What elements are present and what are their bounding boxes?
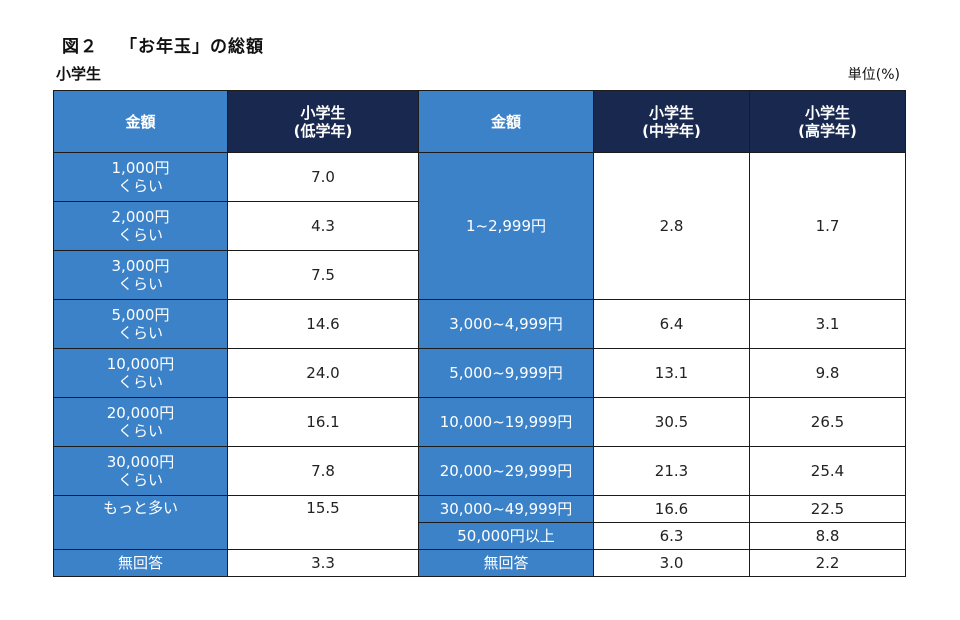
col-header-lower-grades: 小学生 (低学年) xyxy=(227,90,419,153)
upper-grade-value: 9.8 xyxy=(749,348,906,398)
right-row-label: 10,000~19,999円 xyxy=(418,397,594,447)
lower-grade-value: 7.8 xyxy=(227,446,419,496)
right-row-label: 5,000~9,999円 xyxy=(418,348,594,398)
right-row-label: 30,000~49,999円 xyxy=(418,495,594,523)
unit-label: 単位(%) xyxy=(847,67,900,83)
left-row-label: 5,000円 くらい xyxy=(53,299,228,349)
left-row-label: 1,000円 くらい xyxy=(53,152,228,202)
col-header-upper-grades: 小学生 (高学年) xyxy=(749,90,906,153)
lower-grade-value: 3.3 xyxy=(227,549,419,577)
lower-grade-value: 14.6 xyxy=(227,299,419,349)
upper-grade-value: 1.7 xyxy=(749,152,906,300)
left-row-label: 30,000円 くらい xyxy=(53,446,228,496)
lower-grade-value: 16.1 xyxy=(227,397,419,447)
left-row-label: 3,000円 くらい xyxy=(53,250,228,300)
left-row-label: 2,000円 くらい xyxy=(53,201,228,251)
right-row-label: 3,000~4,999円 xyxy=(418,299,594,349)
upper-grade-value: 25.4 xyxy=(749,446,906,496)
col-header-middle-grades: 小学生 (中学年) xyxy=(593,90,750,153)
table-subtitle: 小学生 xyxy=(56,65,102,83)
amount-table: 金額 小学生 (低学年) 金額 小学生 (中学年) 小学生 (高学年) 1,00… xyxy=(53,90,906,577)
lower-grade-value: 24.0 xyxy=(227,348,419,398)
lower-grade-value: 15.5 xyxy=(227,495,419,550)
left-row-label: もっと多い xyxy=(53,495,228,550)
right-row-label: 50,000円以上 xyxy=(418,522,594,550)
upper-grade-value: 3.1 xyxy=(749,299,906,349)
upper-grade-value: 22.5 xyxy=(749,495,906,523)
right-row-label: 20,000~29,999円 xyxy=(418,446,594,496)
col-header-amount-left: 金額 xyxy=(53,90,228,153)
middle-grade-value: 6.3 xyxy=(593,522,750,550)
lower-grade-value: 4.3 xyxy=(227,201,419,251)
left-row-label: 20,000円 くらい xyxy=(53,397,228,447)
left-row-label: 無回答 xyxy=(53,549,228,577)
left-row-label: 10,000円 くらい xyxy=(53,348,228,398)
upper-grade-value: 2.2 xyxy=(749,549,906,577)
middle-grade-value: 16.6 xyxy=(593,495,750,523)
right-row-label: 無回答 xyxy=(418,549,594,577)
middle-grade-value: 21.3 xyxy=(593,446,750,496)
lower-grade-value: 7.0 xyxy=(227,152,419,202)
col-header-amount-right: 金額 xyxy=(418,90,594,153)
upper-grade-value: 26.5 xyxy=(749,397,906,447)
middle-grade-value: 30.5 xyxy=(593,397,750,447)
right-row-label: 1~2,999円 xyxy=(418,152,594,300)
figure-number: 図２ xyxy=(62,37,98,57)
lower-grade-value: 7.5 xyxy=(227,250,419,300)
middle-grade-value: 3.0 xyxy=(593,549,750,577)
figure-title: 図２ 「お年玉」の総額 xyxy=(62,32,264,57)
upper-grade-value: 8.8 xyxy=(749,522,906,550)
middle-grade-value: 13.1 xyxy=(593,348,750,398)
middle-grade-value: 2.8 xyxy=(593,152,750,300)
figure-title-text: 「お年玉」の総額 xyxy=(120,37,264,57)
middle-grade-value: 6.4 xyxy=(593,299,750,349)
